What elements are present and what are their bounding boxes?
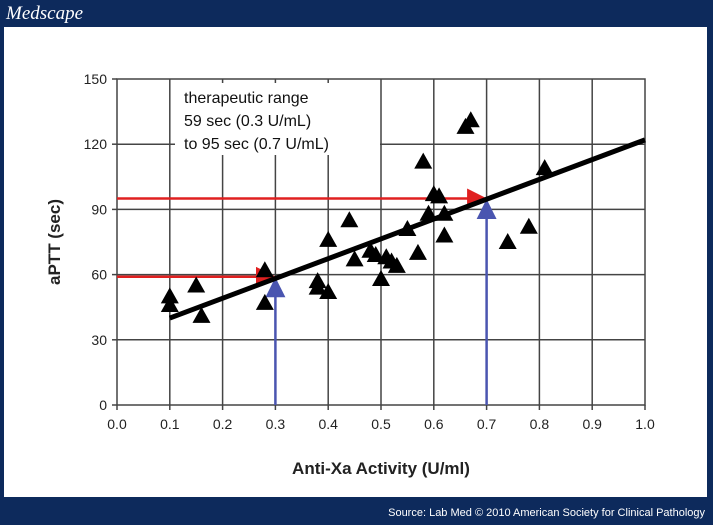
x-tick-label: 0.1 — [160, 416, 180, 432]
data-point — [535, 159, 554, 176]
x-tick-label: 0.8 — [530, 416, 550, 432]
data-point — [366, 246, 385, 263]
annotation-line: therapeutic range — [184, 90, 309, 107]
data-point — [255, 293, 274, 310]
x-tick-label: 0.7 — [477, 416, 497, 432]
data-point — [414, 152, 433, 169]
data-point — [519, 217, 538, 234]
x-tick-label: 1.0 — [635, 416, 655, 432]
data-point — [308, 272, 327, 289]
data-point — [319, 230, 338, 247]
y-axis-label: aPTT (sec) — [45, 199, 64, 285]
y-tick-label: 150 — [84, 71, 108, 87]
data-point — [435, 204, 454, 221]
data-point — [345, 250, 364, 267]
x-axis-label: Anti-Xa Activity (U/ml) — [292, 459, 470, 478]
x-tick-label: 0.0 — [107, 416, 127, 432]
y-tick-label: 30 — [91, 332, 107, 348]
x-tick-label: 0.5 — [371, 416, 391, 432]
annotation-line: to 95 sec (0.7 U/mL) — [184, 136, 329, 153]
annotation-background — [175, 83, 380, 155]
y-tick-label: 0 — [99, 397, 107, 413]
annotation-line: 59 sec (0.3 U/mL) — [184, 113, 311, 130]
x-tick-label: 0.3 — [266, 416, 286, 432]
data-point — [319, 282, 338, 299]
data-point — [435, 226, 454, 243]
data-point — [461, 111, 480, 128]
x-tick-label: 0.4 — [318, 416, 338, 432]
x-tick-label: 0.9 — [582, 416, 602, 432]
data-point — [430, 187, 449, 204]
data-point — [255, 261, 274, 278]
y-tick-label: 120 — [84, 136, 108, 152]
y-tick-label: 90 — [91, 201, 107, 217]
data-point — [187, 276, 206, 293]
data-point — [340, 211, 359, 228]
data-point — [160, 296, 179, 313]
data-point — [408, 243, 427, 260]
data-point — [372, 269, 390, 286]
medscape-logo: Medscape — [6, 3, 84, 24]
data-point — [419, 204, 438, 221]
source-caption: Source: Lab Med © 2010 American Society … — [388, 507, 705, 519]
data-point — [387, 256, 406, 273]
x-tick-label: 0.2 — [213, 416, 233, 432]
data-point — [160, 287, 179, 304]
data-point — [192, 306, 211, 323]
y-tick-label: 60 — [91, 267, 107, 283]
data-point — [398, 219, 417, 236]
data-point — [498, 233, 517, 249]
x-tick-label: 0.6 — [424, 416, 444, 432]
